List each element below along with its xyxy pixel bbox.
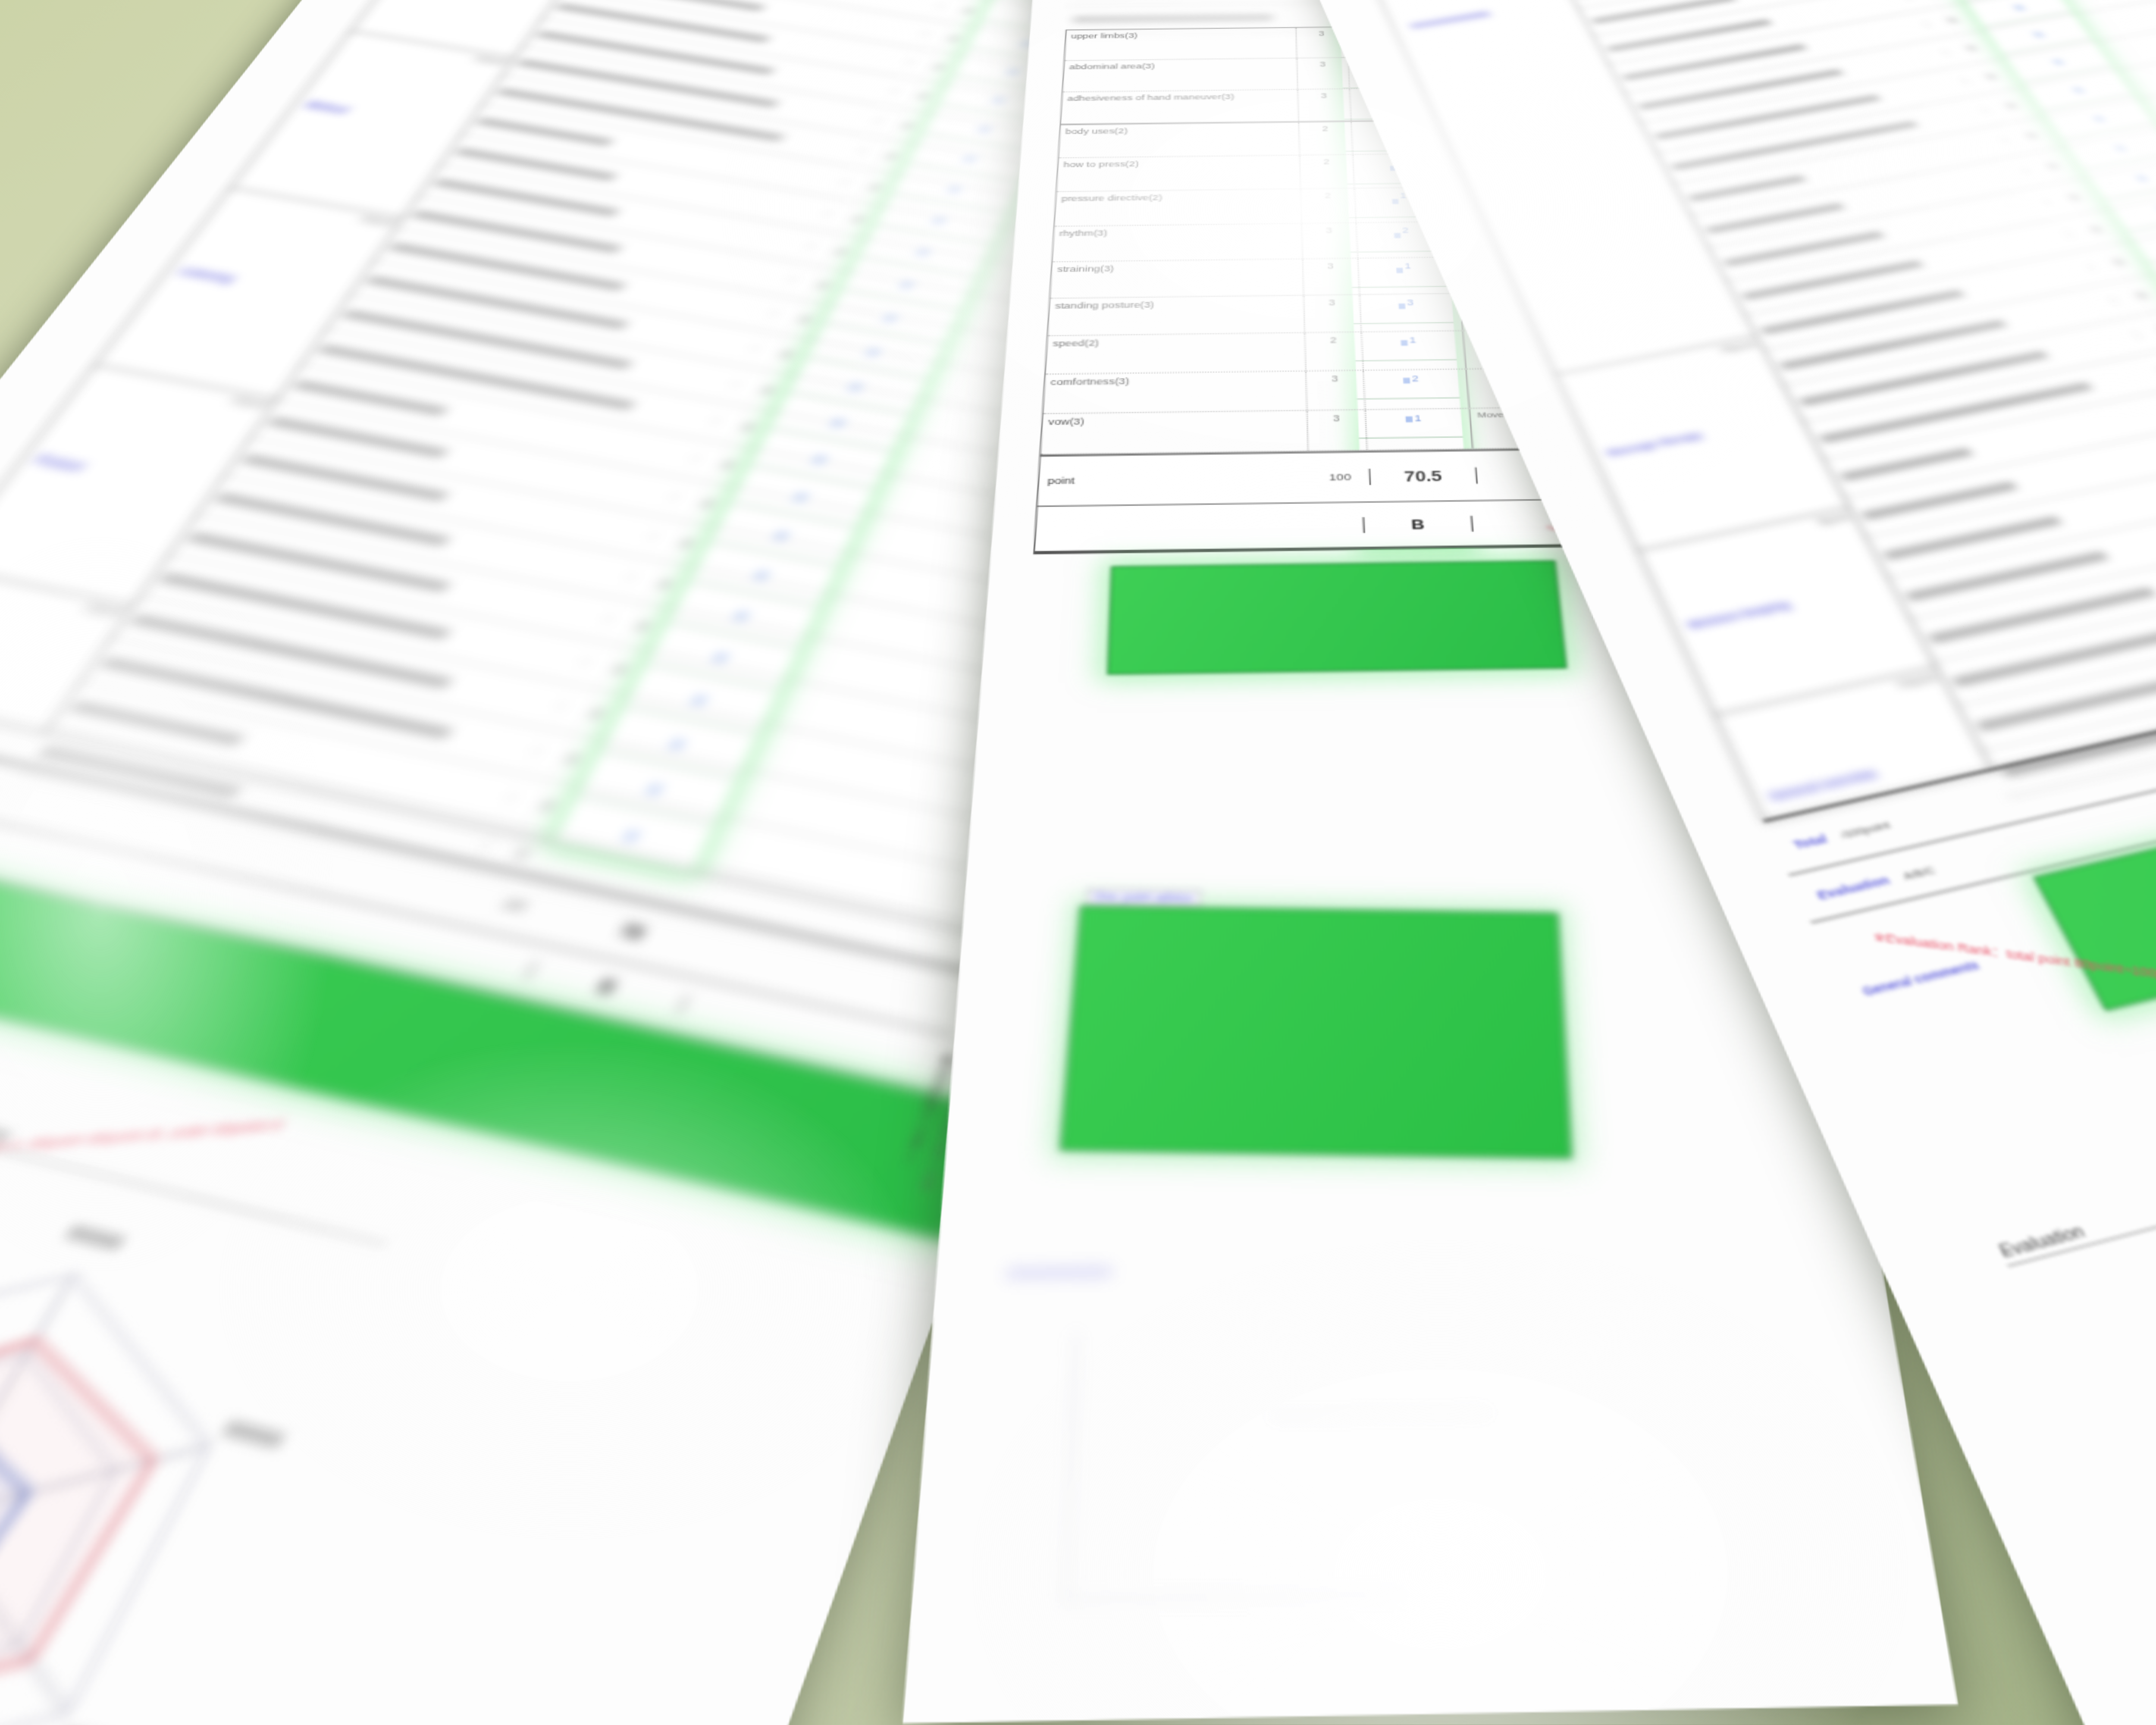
row-max-points: 3	[1303, 295, 1362, 332]
advice-label: One point advice	[1086, 888, 1201, 906]
row-max-points: 3	[1296, 58, 1351, 89]
row-max-smudge	[1963, 70, 2017, 84]
row-max-smudge	[2111, 288, 2156, 304]
row-score: 1	[1409, 335, 1416, 345]
row-label: abdominal area(3)	[1069, 62, 1155, 71]
row-max-smudge	[482, 842, 560, 866]
row-label: adhesiveness of hand maneuver(3)	[1067, 93, 1235, 103]
row-comment-cell	[2062, 0, 2156, 1]
row-score: 1	[1414, 413, 1422, 423]
row-label: upper limbs(3)	[1071, 31, 1138, 40]
row-max-smudge	[2134, 322, 2156, 338]
row-max-points: 3	[1302, 258, 1360, 295]
row-label: speed(2)	[1053, 338, 1099, 348]
row-max-points: 3	[1305, 370, 1366, 410]
total-max: 100	[1329, 471, 1351, 483]
row-max-points: 3	[1297, 89, 1352, 121]
comments-label: General comments	[1860, 958, 1982, 999]
row-max-smudge	[1943, 41, 1997, 55]
row-max-points: 2	[1299, 155, 1355, 188]
row-max-points: 3	[1301, 223, 1359, 259]
category-points: /35point	[1718, 339, 1758, 355]
row-label-smudge	[1066, 14, 1351, 22]
row-label: body uses(2)	[1065, 127, 1128, 136]
evaluation-section-title: Evaluation	[1996, 1107, 2156, 1267]
category-points: /30point	[358, 214, 397, 228]
total-score: 78	[617, 919, 648, 943]
category-label: Method	[304, 101, 350, 116]
row-max-points: 2	[1300, 188, 1357, 223]
total-label: point	[1047, 475, 1075, 486]
center-advice-box: One point advice	[1059, 888, 1573, 1159]
row-label: how to press(2)	[1063, 160, 1139, 169]
row-max-points: 2	[1298, 122, 1354, 155]
row-max-points: 2	[1304, 332, 1364, 371]
center-comments-banner	[1107, 560, 1567, 675]
category-points: /5point	[1815, 511, 1852, 527]
row-score: 2	[1411, 374, 1419, 384]
row-label: vow(3)	[1048, 416, 1084, 427]
evaluation-scale: A/B/C	[1901, 864, 1937, 883]
row-max-smudge	[2045, 190, 2101, 205]
category-points: /20point	[473, 54, 509, 66]
row-label: straining(3)	[1057, 264, 1115, 274]
row-max-smudge	[2066, 222, 2124, 237]
row-label: standing posture(3)	[1055, 300, 1154, 311]
row-max-smudge	[1983, 99, 2037, 113]
grade-spacer	[1304, 525, 1363, 526]
row-max-smudge	[2088, 254, 2147, 270]
left-radar-chart	[0, 1148, 400, 1725]
row-max-smudge	[2024, 159, 2080, 174]
category-points: /15point	[81, 601, 126, 619]
row-max-smudge	[2003, 128, 2058, 143]
row-max-points: 3	[1306, 410, 1368, 451]
grade-spacer	[1036, 525, 1304, 529]
total-label: Total	[1791, 832, 1830, 853]
total-score: 70.5	[1369, 467, 1478, 485]
category-label: Massage therapy	[1605, 429, 1705, 458]
row-label: comfortness(3)	[1050, 376, 1130, 387]
category-label: Posture	[32, 454, 87, 475]
evaluation-label: Evaluation	[1815, 873, 1893, 904]
center-washed-evaluation-section	[984, 1255, 1832, 1662]
grade-value: B	[1363, 515, 1473, 532]
total-max: 100	[500, 896, 529, 914]
row-max-smudge	[1924, 14, 1978, 27]
row-label: pressure directive(2)	[1061, 193, 1163, 203]
row-score: 3	[1407, 298, 1414, 307]
total-points: /100point	[1839, 819, 1892, 841]
category-label: Listening	[176, 266, 236, 286]
category-label: Moisture keeping	[1686, 598, 1792, 631]
row-label: rhythm(3)	[1059, 229, 1108, 238]
category-points: /20point	[229, 395, 270, 410]
